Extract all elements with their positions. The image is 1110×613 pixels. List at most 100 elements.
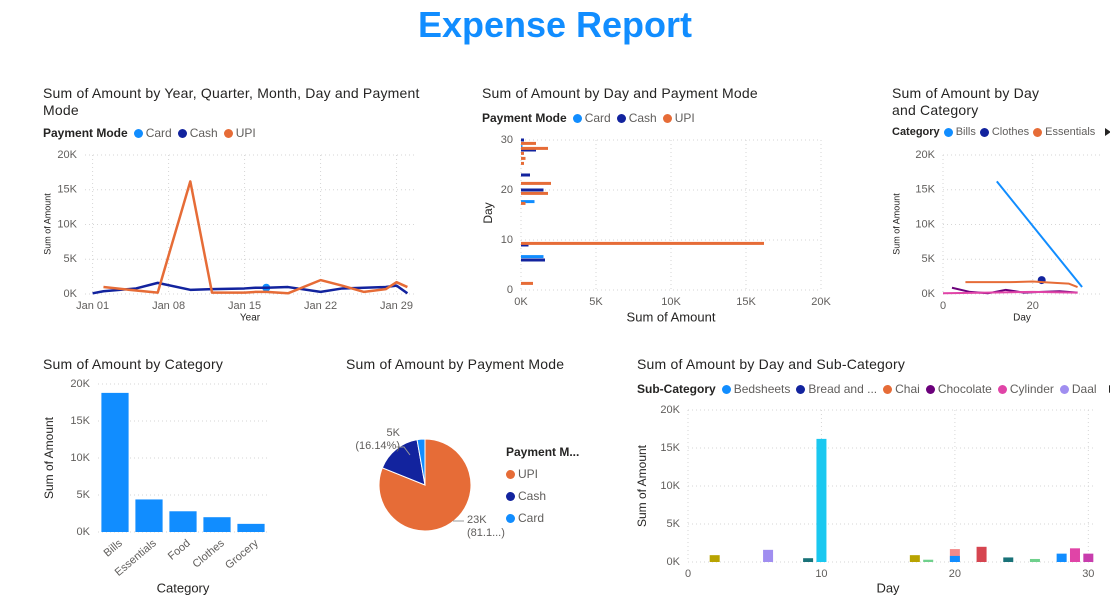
legend-item: Card [133,126,172,140]
x-tick-label: Jan 01 [76,300,109,312]
legend-more[interactable] [1105,128,1110,136]
bar [949,555,960,562]
bar [521,258,545,262]
legend-item: Card [506,511,544,525]
y-tick-label: 15K [915,184,935,196]
legend: Payment Mode Card Cash UPI [43,126,256,140]
bar [803,558,814,562]
line [996,180,1083,288]
bar [521,243,529,247]
x-tick-label: Jan 08 [152,300,185,312]
legend-more[interactable] [1108,385,1110,393]
legend: Sub-Category Bedsheets Bread and ... Chai Ch… [637,382,1110,396]
x-tick-label: 0 [685,568,691,580]
bar [101,392,129,532]
x-tick-label: Jan 29 [380,300,413,312]
bar [521,173,530,177]
y-tick-label: 20 [501,184,513,196]
x-tick-label: 20 [949,568,961,580]
chart-title: Sum of Amount by Day and Sub-Category [637,356,906,372]
legend-swatch [1033,127,1043,137]
x-tick-label: Grocery [223,537,261,572]
x-axis-title: Day [1013,313,1031,324]
y-tick-label: 10K [660,480,680,492]
legend-title: Category [892,126,940,138]
legend-item: Cash [177,126,218,140]
legend-item: Cylinder [997,382,1054,396]
bar [521,181,551,185]
x-tick-label: 5K [589,296,603,308]
legend-item: Chocolate [925,382,992,396]
legend-label: Cylinder [1009,382,1054,396]
chart-title: Sum of Amount by Payment Mode [346,356,565,372]
chart-title: Sum of Amount by Category [43,356,224,372]
page-title: Expense Report [417,4,693,45]
legend-item: Bedsheets [721,382,791,396]
bar [1069,548,1080,562]
bar [203,517,231,532]
bar [135,499,163,532]
x-axis-title: Day [876,580,900,595]
y-tick-label: 20K [915,149,935,161]
legend-title: Sub-Category [637,382,716,396]
y-tick-label: 15K [70,415,90,427]
legend-swatch [943,127,953,137]
legend-swatch [506,469,515,479]
legend-label: Essentials [1045,126,1096,138]
line [942,290,1078,295]
bar [521,281,533,285]
chart-title: Sum of Amount by Day and Payment Mode [482,85,758,101]
y-tick-label: 15K [660,442,680,454]
y-axis-title: Sum of Amount [42,416,56,499]
bar [521,201,526,205]
legend-swatch [979,127,989,137]
y-tick-label: 10 [501,234,513,246]
legend-item: Chai [883,382,920,396]
bar [763,549,774,562]
y-tick-label: 5K [922,253,936,265]
x-axis-title: Sum of Amount [627,309,716,324]
bar [521,241,764,245]
line [92,281,409,295]
y-tick-label: 0K [77,526,91,538]
y-tick-label: 0K [922,288,936,300]
legend-item: Essentials [1033,126,1095,138]
legend-label: Clothes [991,126,1030,138]
legend-label: Bread and ... [808,382,878,396]
data-label: 23K (81.1...) [467,514,505,539]
line [965,280,1078,288]
x-tick-label: 30 [1082,568,1094,580]
legend-item: Card [572,111,611,125]
pie-slice [416,438,426,486]
x-tick-label: Food [166,537,193,562]
legend-swatch [133,128,143,138]
bar [521,200,535,204]
legend-label: Daal [1071,382,1097,396]
legend-swatch [506,491,515,501]
line [103,180,408,295]
legend-swatch [662,113,672,123]
legend-swatch [997,384,1007,394]
x-tick-label: 20 [1027,300,1039,312]
y-tick-label: 0 [507,284,513,296]
x-tick-label: 0K [514,296,528,308]
chart-title: Sum of Amount by Year, Quarter, Month, D… [43,85,420,118]
bar [923,559,934,562]
x-tick-label: Bills [102,537,126,559]
legend-label: Cash [189,126,218,140]
legend-swatch [177,128,187,138]
legend-swatch [616,113,626,123]
legend-swatch [883,384,893,394]
bar [909,555,920,562]
legend-item: Bills [943,126,976,138]
legend-item: Cash [616,111,657,125]
legend-label: Chocolate [937,382,992,396]
legend-swatch [721,384,731,394]
y-axis-title: Sum of Amount [42,193,52,255]
legend-item: Daal [1059,382,1097,396]
legend-label: Bedsheets [733,382,791,396]
x-tick-label: 20K [811,296,831,308]
legend: Payment Mode Card Cash UPI [482,111,695,125]
